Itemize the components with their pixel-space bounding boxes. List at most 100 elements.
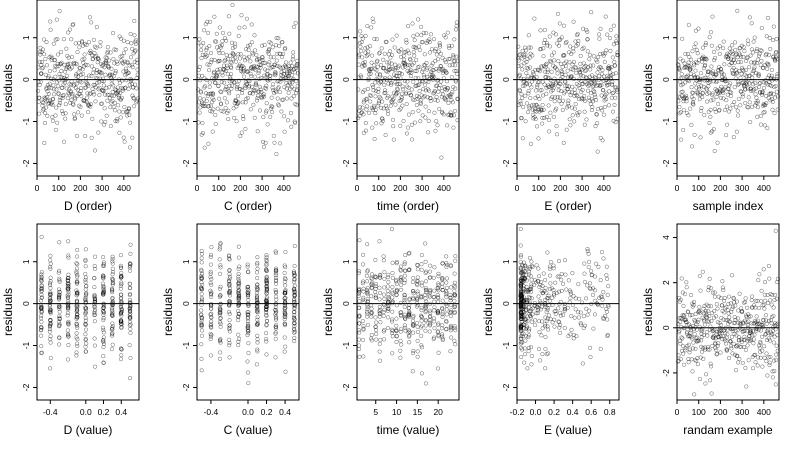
data-point (578, 321, 583, 326)
data-point (756, 305, 762, 311)
data-point (88, 104, 93, 109)
data-point (573, 307, 578, 312)
data-point (88, 48, 93, 53)
data-point (769, 73, 774, 78)
data-point (535, 308, 540, 313)
data-point (121, 38, 126, 43)
data-point (264, 323, 269, 328)
data-point (233, 55, 238, 60)
data-point (450, 43, 455, 48)
data-point (764, 101, 769, 106)
data-point (373, 88, 378, 93)
data-point (451, 125, 456, 130)
data-point (90, 52, 95, 58)
data-point (110, 282, 115, 287)
data-point (282, 270, 287, 275)
data-point (209, 306, 214, 311)
data-point (75, 290, 80, 295)
data-point (719, 84, 724, 89)
data-point (77, 103, 82, 108)
data-point (419, 294, 424, 300)
data-point (430, 61, 435, 66)
data-point (731, 58, 736, 63)
data-point (722, 87, 727, 92)
data-point (88, 102, 93, 107)
data-point (48, 309, 53, 314)
data-point (417, 88, 422, 93)
data-point (731, 295, 736, 300)
data-point (227, 288, 232, 294)
data-point (428, 98, 433, 104)
data-point (455, 97, 460, 102)
data-point (233, 59, 239, 64)
data-point (766, 336, 771, 341)
data-point (528, 309, 533, 314)
data-point (587, 74, 592, 79)
data-point (229, 60, 234, 65)
data-point (119, 273, 124, 278)
data-point (543, 304, 548, 310)
data-point (273, 330, 278, 335)
data-point (110, 272, 115, 277)
data-point (423, 328, 428, 333)
data-point (705, 99, 710, 104)
data-point (116, 103, 121, 108)
data-point (444, 294, 449, 299)
data-point (92, 336, 97, 341)
data-point (254, 323, 259, 328)
data-point (77, 45, 82, 50)
data-point (419, 371, 425, 376)
data-point (540, 121, 545, 126)
data-point (743, 101, 748, 106)
data-point (767, 73, 772, 78)
data-point (738, 320, 743, 325)
data-point (582, 271, 587, 276)
data-point (265, 49, 270, 54)
data-point (264, 322, 269, 327)
data-point (291, 50, 296, 55)
data-point (75, 344, 80, 349)
data-point (519, 271, 525, 276)
data-point (710, 343, 715, 348)
data-point (681, 99, 686, 104)
data-point (410, 110, 415, 115)
data-point (419, 267, 424, 272)
data-point (226, 89, 231, 94)
data-point (199, 248, 204, 253)
data-point (556, 43, 562, 48)
data-point (444, 70, 449, 76)
data-point (372, 36, 377, 41)
data-point (527, 265, 533, 270)
data-point (693, 346, 698, 351)
data-point (199, 256, 204, 261)
data-point (255, 282, 260, 287)
data-point (120, 86, 125, 91)
data-point (124, 71, 129, 76)
data-point (279, 109, 284, 114)
data-point (585, 49, 590, 54)
data-point (548, 317, 553, 322)
data-point (702, 317, 707, 322)
y-tick-label: 1 (181, 35, 191, 40)
data-point (761, 322, 766, 327)
data-point (52, 58, 57, 63)
y-tick-label: -1 (341, 341, 351, 349)
data-point (415, 349, 420, 354)
data-point (417, 47, 422, 53)
data-point (405, 125, 411, 130)
data-point (537, 79, 542, 84)
data-point (245, 264, 250, 269)
data-point (276, 102, 281, 107)
data-point (197, 100, 202, 105)
data-point (676, 359, 681, 364)
data-point (56, 78, 62, 83)
data-point (615, 116, 620, 121)
data-point (759, 92, 765, 97)
data-point (198, 90, 203, 95)
data-point (89, 74, 94, 79)
data-point (543, 315, 548, 320)
data-point (281, 69, 286, 74)
data-point (117, 109, 122, 114)
data-point (218, 284, 223, 289)
data-point (700, 328, 705, 333)
